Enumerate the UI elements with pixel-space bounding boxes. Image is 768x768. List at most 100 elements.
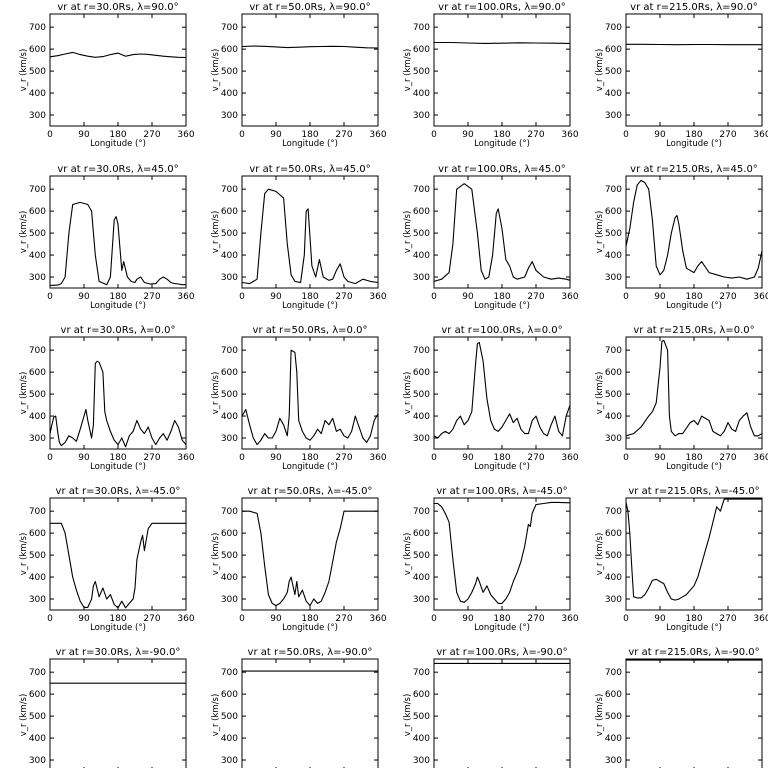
subplot-title: vr at r=50.0Rs, λ=0.0°	[253, 325, 368, 336]
y-tick-label: 700	[29, 185, 46, 195]
y-tick-label: 400	[605, 412, 622, 422]
y-tick-label: 700	[29, 23, 46, 33]
y-tick-label: 700	[605, 23, 622, 33]
y-tick-label: 500	[29, 551, 46, 561]
subplot-title: vr at r=100.0Rs, λ=45.0°	[438, 164, 566, 175]
plot-frame	[49, 175, 187, 289]
y-tick-label: 600	[605, 368, 622, 378]
series-line	[241, 45, 379, 49]
y-tick-label: 400	[29, 412, 46, 422]
series-line	[434, 501, 571, 604]
x-axis-label: Longitude (°)	[90, 301, 146, 311]
x-tick-label: 90	[78, 130, 90, 140]
y-tick-label: 400	[221, 573, 238, 583]
y-tick-label: 500	[29, 67, 46, 77]
series-line	[625, 339, 763, 437]
x-tick-label: 90	[270, 614, 282, 624]
y-tick-label: 300	[605, 111, 622, 121]
subplot-title: vr at r=30.0Rs, λ=0.0°	[61, 325, 176, 336]
x-tick-label: 360	[561, 453, 578, 463]
subplot-title: vr at r=215.0Rs, λ=0.0°	[633, 325, 754, 336]
y-tick-label: 600	[29, 45, 46, 55]
y-tick-label: 300	[413, 434, 430, 444]
y-tick-label: 300	[605, 434, 622, 444]
y-tick-label: 700	[413, 346, 430, 356]
y-tick-label: 700	[413, 507, 430, 517]
x-axis-label: Longitude (°)	[282, 301, 338, 311]
x-tick-label: 270	[527, 614, 544, 624]
x-axis-label: Longitude (°)	[474, 301, 530, 311]
series-line	[49, 51, 187, 59]
x-tick-label: 0	[239, 130, 245, 140]
y-tick-label: 300	[29, 756, 46, 766]
y-tick-label: 600	[605, 45, 622, 55]
y-tick-label: 500	[221, 67, 238, 77]
plot-frame	[241, 658, 379, 768]
x-tick-label: 0	[431, 453, 437, 463]
x-tick-label: 0	[623, 614, 629, 624]
x-tick-label: 0	[47, 614, 53, 624]
y-tick-label: 500	[605, 229, 622, 239]
y-tick-label: 600	[413, 45, 430, 55]
y-axis-label: v_r (km/s)	[403, 372, 413, 415]
y-axis-label: v_r (km/s)	[211, 49, 221, 92]
plot-frame	[433, 658, 571, 768]
series-line	[625, 498, 762, 601]
y-tick-label: 500	[605, 712, 622, 722]
y-axis-label: v_r (km/s)	[403, 694, 413, 737]
y-tick-label: 400	[29, 89, 46, 99]
y-axis-label: v_r (km/s)	[595, 372, 605, 415]
x-tick-label: 180	[685, 292, 702, 302]
subplot-0-3: vr at r=215.0Rs, λ=90.0° 300 400 500 600 700 0…	[595, 2, 768, 149]
y-axis-label: v_r (km/s)	[19, 372, 29, 415]
x-tick-label: 270	[527, 292, 544, 302]
y-tick-label: 500	[29, 390, 46, 400]
x-tick-label: 270	[335, 614, 352, 624]
series-line	[241, 349, 379, 446]
x-tick-label: 360	[177, 130, 194, 140]
x-tick-label: 90	[270, 130, 282, 140]
x-tick-label: 180	[685, 130, 702, 140]
x-tick-label: 0	[431, 614, 437, 624]
plot-frame	[625, 13, 763, 127]
subplot-2-2: vr at r=100.0Rs, λ=0.0° 300 400 500 600 700 0 9…	[403, 325, 579, 472]
x-tick-label: 270	[335, 292, 352, 302]
y-tick-label: 500	[413, 67, 430, 77]
y-tick-label: 300	[413, 756, 430, 766]
x-tick-label: 180	[301, 453, 318, 463]
x-tick-label: 90	[462, 614, 474, 624]
x-tick-label: 90	[78, 614, 90, 624]
y-tick-label: 400	[413, 251, 430, 261]
y-tick-label: 400	[221, 412, 238, 422]
x-tick-label: 270	[719, 453, 736, 463]
series-line	[625, 179, 763, 280]
x-tick-label: 90	[270, 292, 282, 302]
series-line	[241, 188, 379, 285]
y-tick-label: 600	[605, 529, 622, 539]
subplot-title: vr at r=30.0Rs, λ=45.0°	[57, 164, 178, 175]
y-tick-label: 400	[221, 251, 238, 261]
y-tick-label: 500	[413, 390, 430, 400]
y-tick-label: 300	[221, 595, 238, 605]
subplot-4-2: vr at r=100.0Rs, λ=-90.0° 300 400 500 600 700…	[403, 647, 571, 768]
subplot-0-0: vr at r=30.0Rs, λ=90.0° 300 400 500 600 700 0 9…	[19, 2, 195, 149]
y-tick-label: 700	[221, 23, 238, 33]
y-tick-label: 600	[605, 207, 622, 217]
x-tick-label: 90	[78, 453, 90, 463]
y-tick-label: 700	[605, 668, 622, 678]
y-tick-label: 500	[221, 390, 238, 400]
y-tick-label: 500	[413, 551, 430, 561]
x-axis-label: Longitude (°)	[666, 139, 722, 149]
y-tick-label: 400	[605, 89, 622, 99]
y-tick-label: 400	[221, 89, 238, 99]
x-tick-label: 180	[109, 453, 126, 463]
subplot-title: vr at r=50.0Rs, λ=-90.0°	[248, 647, 373, 658]
y-tick-label: 500	[221, 229, 238, 239]
subplot-2-3: vr at r=215.0Rs, λ=0.0° 300 400 500 600 700 0 9…	[595, 325, 768, 472]
x-tick-label: 0	[623, 130, 629, 140]
x-tick-label: 270	[527, 453, 544, 463]
subplot-title: vr at r=100.0Rs, λ=90.0°	[438, 2, 566, 13]
subplot-title: vr at r=50.0Rs, λ=90.0°	[249, 2, 370, 13]
subplot-title: vr at r=100.0Rs, λ=-45.0°	[436, 486, 567, 497]
plot-frame	[49, 658, 187, 768]
